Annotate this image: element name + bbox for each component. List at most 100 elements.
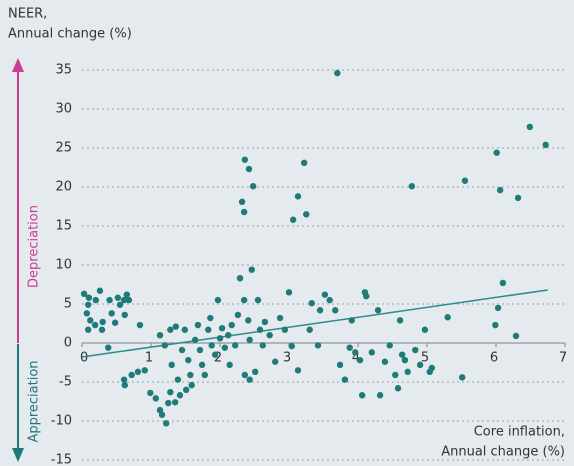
point (401, 356, 409, 364)
point (300, 159, 308, 167)
point (165, 399, 172, 407)
point (494, 304, 502, 312)
point (412, 346, 419, 354)
y-tick-label: -15 (51, 453, 72, 466)
point (334, 69, 341, 77)
y-tick-label: 0 (64, 336, 72, 351)
point (245, 165, 253, 173)
point (368, 349, 375, 356)
point (526, 123, 534, 131)
point (85, 326, 92, 333)
point (152, 395, 160, 402)
down-arrow-head (12, 448, 24, 462)
point (178, 346, 186, 354)
point (120, 376, 128, 383)
y-axis-label: NEER, (8, 7, 47, 22)
point (171, 399, 179, 406)
point (321, 291, 329, 298)
point (211, 351, 219, 358)
point (106, 296, 113, 304)
point (121, 311, 128, 319)
point (91, 321, 99, 329)
point (136, 321, 144, 329)
point (147, 389, 154, 397)
point (246, 336, 253, 344)
y-tick-label: 35 (55, 63, 72, 78)
point (356, 356, 364, 364)
point (162, 420, 170, 427)
point (326, 296, 333, 304)
point (346, 344, 353, 351)
point (341, 376, 349, 383)
point (85, 301, 92, 308)
point (363, 293, 370, 300)
point (191, 336, 199, 344)
point (256, 326, 264, 333)
point (259, 342, 266, 349)
point (181, 326, 189, 333)
point (188, 381, 195, 389)
point (249, 183, 257, 190)
point (398, 351, 406, 358)
point (167, 326, 174, 333)
point (174, 376, 182, 383)
point (182, 386, 190, 393)
point (87, 317, 94, 324)
point (288, 342, 295, 350)
point (236, 275, 244, 282)
point (458, 374, 466, 381)
point (285, 289, 293, 296)
point (332, 307, 339, 314)
point (374, 307, 382, 314)
point (352, 349, 359, 356)
point (196, 346, 204, 354)
point (428, 364, 436, 372)
point (128, 371, 135, 379)
point (308, 300, 315, 307)
point (108, 310, 115, 317)
point (314, 342, 322, 349)
point (167, 388, 174, 396)
point (120, 296, 128, 304)
point (416, 361, 424, 369)
point (221, 344, 229, 351)
point (187, 371, 194, 379)
point (245, 317, 252, 324)
up-arrow-head (12, 58, 24, 72)
point (234, 311, 242, 319)
point (241, 371, 249, 379)
point (396, 317, 404, 324)
point (116, 301, 124, 308)
point (241, 156, 249, 163)
point (294, 367, 302, 374)
point (272, 358, 279, 365)
point (348, 317, 355, 324)
point (238, 198, 246, 206)
y-axis-label: Annual change (%) (8, 27, 132, 42)
y-tick-label: 15 (55, 219, 72, 234)
x-tick-label: 2 (214, 351, 222, 366)
point (225, 332, 232, 339)
y-tick-label: 10 (55, 258, 72, 273)
point (231, 342, 239, 349)
point (185, 356, 192, 364)
point (156, 332, 164, 339)
point (161, 342, 168, 349)
point (226, 361, 233, 369)
point (111, 319, 119, 326)
x-axis-label: Core inflation, (474, 425, 565, 440)
point (176, 392, 184, 399)
point (493, 149, 500, 156)
point (303, 211, 310, 218)
up-label: Depreciation (27, 205, 42, 288)
point (99, 318, 106, 326)
point (386, 342, 393, 349)
x-tick-label: 0 (80, 351, 88, 366)
point (381, 358, 389, 365)
x-tick-label: 7 (559, 351, 567, 366)
point (98, 326, 106, 333)
point (83, 310, 91, 317)
point (105, 344, 112, 351)
point (496, 186, 504, 194)
